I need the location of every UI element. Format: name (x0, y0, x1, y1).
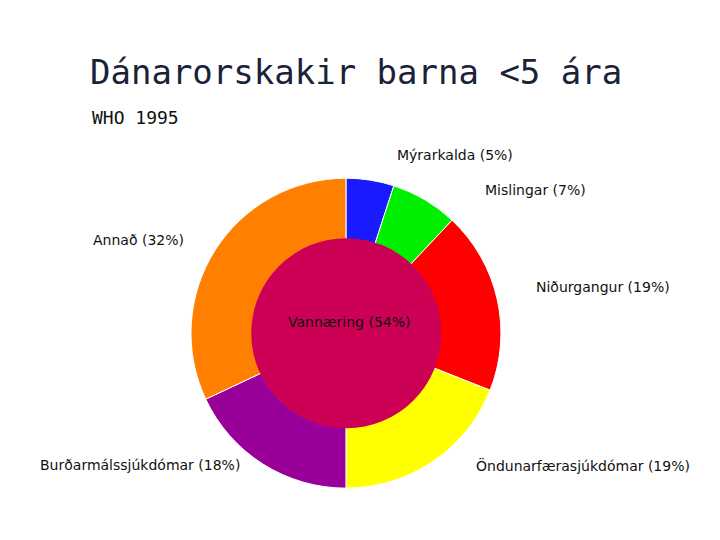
svg-text:Annað (32%): Annað (32%) (93, 232, 184, 248)
svg-text:Dánarorskakir barna <5 ára: Dánarorskakir barna <5 ára (90, 52, 622, 92)
svg-text:Mislingar (7%): Mislingar (7%) (485, 182, 586, 198)
svg-text:Niðurgangur (19%): Niðurgangur (19%) (536, 279, 670, 295)
svg-text:Öndunarfærasjúkdómar (19%): Öndunarfærasjúkdómar (19%) (476, 457, 690, 474)
svg-text:Burðarmálssjúkdómar (18%): Burðarmálssjúkdómar (18%) (40, 457, 240, 473)
svg-text:Vannæring (54%): Vannæring (54%) (288, 314, 410, 330)
svg-text:Mýrarkalda (5%): Mýrarkalda (5%) (397, 147, 513, 163)
svg-text:WHO 1995: WHO 1995 (92, 107, 179, 128)
